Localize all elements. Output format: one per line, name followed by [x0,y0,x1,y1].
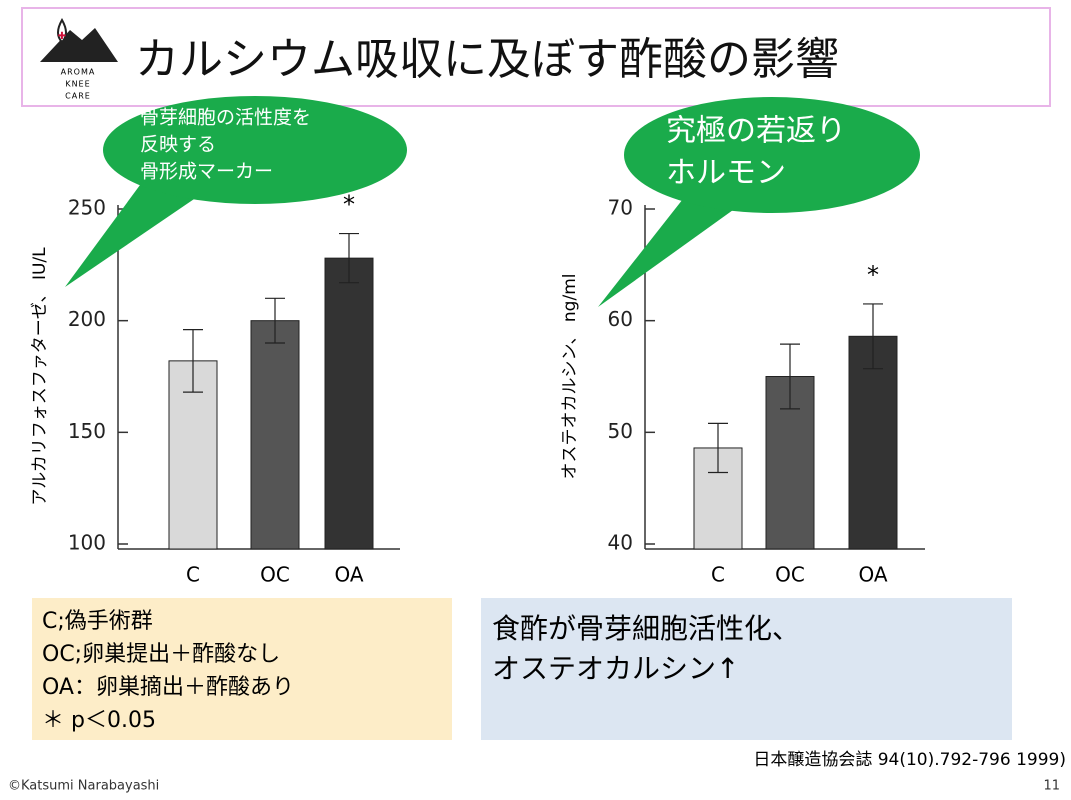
bubble-body [624,97,920,213]
legend-line: OA：卵巣摘出＋酢酸あり [42,675,294,700]
x-tick-label: OA [334,563,363,587]
y-tick-label: 200 [68,307,106,331]
bubble: 骨芽細胞の活性度を 反映する 骨形成マーカー [65,96,407,287]
citation: 日本醸造協会誌 94(10).792-796 1999) [753,750,1066,770]
y-tick-label: 150 [68,419,106,443]
significance-mark: * [343,191,355,219]
y-tick-label: 100 [68,531,106,555]
slide-title: カルシウム吸収に及ぼす酢酸の影響 [135,34,839,85]
x-tick-label: OA [858,563,887,587]
footer: ©Katsumi Narabayashi [8,779,159,794]
y-tick-label: 70 [608,196,633,220]
x-tick-label: C [186,563,200,587]
legend-box [32,598,452,740]
x-tick-label: OC [775,563,805,587]
legend-line: ＊ p＜0.05 [42,708,156,733]
bar [848,335,898,550]
bubble-tail [65,185,200,287]
logo-text: KNEE [65,80,90,89]
logo-text: CARE [65,92,91,101]
logo-text: AROMA [61,68,96,77]
note-line: オステオカルシン↑ [492,652,739,685]
note-box [481,598,1012,740]
y-tick-label: 40 [608,531,633,555]
bubble-text: 究極の若返り [666,114,846,149]
bar [250,320,300,550]
bubble-text: ホルモン [666,156,786,191]
logo-cross: ✚ [58,31,66,42]
legend-line: C;偽手術群 [42,609,153,634]
logo-drop [57,17,67,44]
bar [324,257,374,550]
bubble-tail [598,190,740,307]
bubble-text: 反映する [140,134,216,156]
y-axis-label: アルカリフォスファターゼ、 IU/L [30,247,50,506]
charts: 100 150 200 250 アルカリフォスファターゼ、 IU/L C OC OA * 40 50… [30,191,925,587]
page-number: 11 [1043,779,1060,794]
x-tick-label: OC [260,563,290,587]
y-tick-label: 250 [68,196,106,220]
note-line: 食酢が骨芽細胞活性化、 [492,612,800,645]
bubble-text: 骨形成マーカー [140,161,273,183]
bubble: 究極の若返り ホルモン [598,97,920,307]
legend-line: OC;卵巣提出＋酢酸なし [42,642,280,667]
bubble-body [103,96,407,204]
bubble-text: 骨芽細胞の活性度を [140,107,311,129]
logo-mountain [40,28,118,62]
title-box [21,7,1051,107]
x-tick-label: C [711,563,725,587]
significance-mark: * [867,261,879,289]
y-tick-label: 60 [608,307,633,331]
y-tick-label: 50 [608,419,633,443]
logo: ✚ AROMA KNEE CARE [40,17,118,101]
y-axis-label: オステオカルシン、 ng/ml [560,274,580,480]
